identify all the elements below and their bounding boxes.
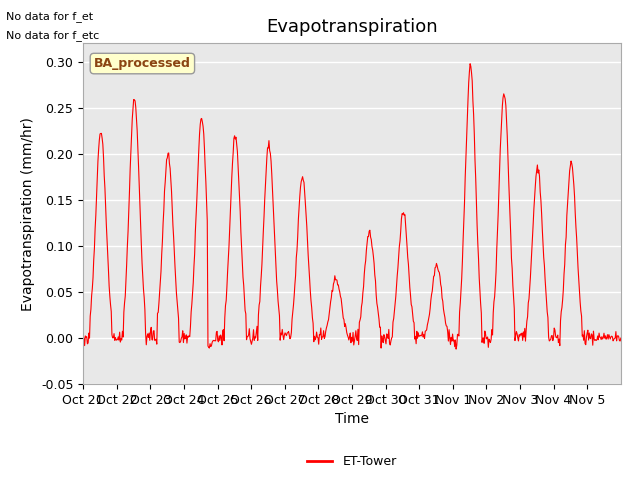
Y-axis label: Evapotranspiration (mm/hr): Evapotranspiration (mm/hr) xyxy=(21,117,35,311)
Title: Evapotranspiration: Evapotranspiration xyxy=(266,18,438,36)
X-axis label: Time: Time xyxy=(335,412,369,426)
Text: BA_processed: BA_processed xyxy=(94,57,191,70)
Legend: ET-Tower: ET-Tower xyxy=(302,450,402,473)
Text: No data for f_etc: No data for f_etc xyxy=(6,30,100,41)
Text: No data for f_et: No data for f_et xyxy=(6,11,93,22)
